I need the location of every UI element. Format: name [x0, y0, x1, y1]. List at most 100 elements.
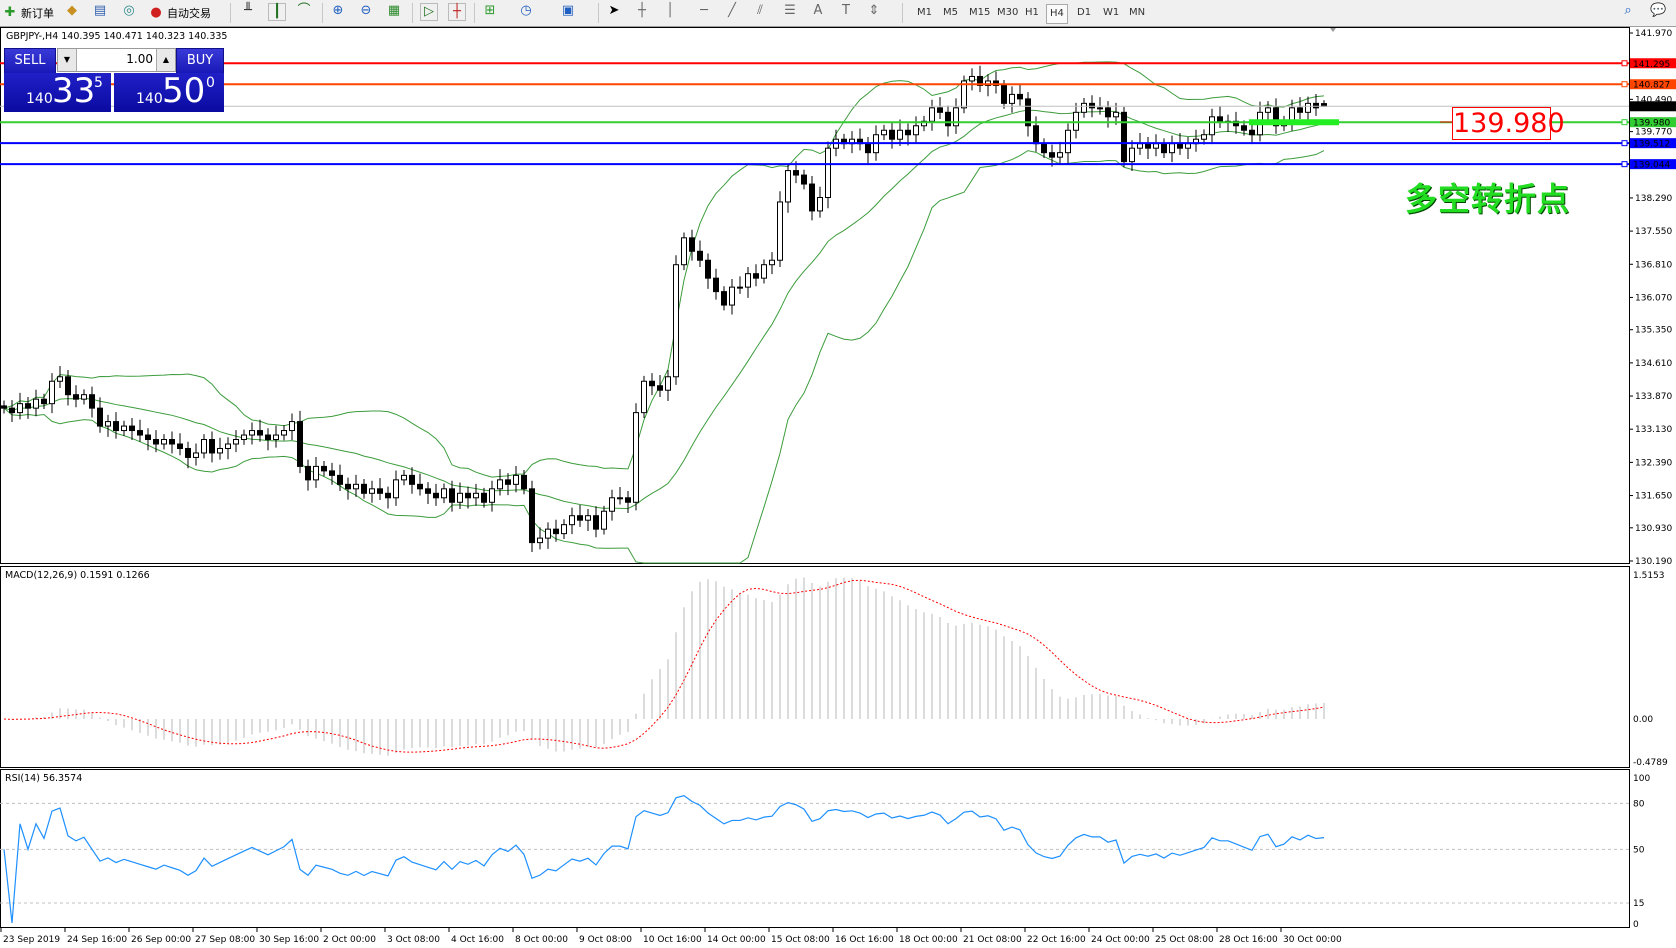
horizontal-line-icon[interactable]: ─ [700, 3, 708, 18]
sell-price[interactable]: 140 33 5 [4, 71, 111, 112]
terminal-icon[interactable]: ▤ [93, 3, 107, 18]
candle [601, 510, 607, 530]
vertical-line-icon[interactable]: │ [666, 3, 674, 18]
time-tick-label: 3 Oct 08:00 [387, 935, 440, 945]
candle [497, 479, 503, 490]
candle [625, 497, 631, 503]
candle [273, 434, 279, 441]
candle [97, 407, 103, 427]
trendline-icon[interactable]: ╱ [728, 3, 736, 18]
candle [777, 201, 783, 261]
price-tick-label: 131.650 [1635, 492, 1672, 502]
candle [153, 439, 159, 445]
price-tick-label: 133.870 [1635, 392, 1672, 402]
buy-price[interactable]: 140 50 0 [114, 71, 224, 112]
candle [945, 111, 951, 127]
candle [297, 421, 303, 467]
time-tick-label: 18 Oct 00:00 [899, 935, 958, 945]
candle [33, 398, 39, 409]
equidistant-channel-icon[interactable]: ⫽ [757, 3, 763, 18]
candle [1041, 143, 1047, 154]
candle [209, 439, 215, 454]
lot-increase-button[interactable]: ▲ [156, 49, 175, 71]
lot-input[interactable]: 1.00 [126, 52, 153, 66]
candle [529, 488, 535, 544]
candle [993, 80, 999, 86]
timeframe-h4[interactable]: H4 [1046, 4, 1068, 24]
candle [737, 286, 743, 289]
candle [9, 407, 15, 414]
line-chart-icon[interactable]: ⌒ [297, 3, 311, 18]
candlestick-chart-icon[interactable]: ┃ [268, 3, 286, 21]
chat-icon[interactable]: 💬 [1650, 3, 1667, 18]
fibonacci-icon[interactable]: ☰ [784, 3, 796, 18]
templates-icon[interactable]: ▣ [561, 3, 575, 18]
crosshair-icon[interactable]: ┼ [638, 3, 646, 18]
macd-axis-label: -0.4789 [1633, 758, 1668, 768]
zoom-in-icon[interactable]: ⊕ [332, 3, 344, 18]
search-icon[interactable]: ⌕ [1624, 3, 1632, 18]
auto-trading-button[interactable]: ● 自动交易 [148, 3, 211, 23]
candle [145, 434, 151, 441]
timeframe-m30[interactable]: M30 [997, 7, 1019, 18]
text-icon[interactable]: A [813, 3, 823, 18]
buy-price-pip: 0 [206, 75, 215, 91]
macd-signal-line [3, 579, 1325, 753]
bar-chart-icon[interactable]: ╨ [244, 3, 252, 18]
lot-stepper[interactable]: ▼ 1.00 ▲ [57, 48, 176, 72]
candle [1033, 125, 1039, 145]
candle [441, 488, 447, 499]
timeframe-m15[interactable]: M15 [969, 7, 991, 18]
timeframe-d1[interactable]: D1 [1077, 7, 1092, 18]
candle [321, 465, 327, 472]
pivot-annotation-text[interactable]: 多空转折点 [1405, 180, 1571, 218]
indicators-icon[interactable]: ⊞ [484, 3, 496, 18]
candle [1153, 143, 1159, 149]
candle [1209, 116, 1215, 136]
price-tick-label: 134.610 [1635, 359, 1672, 369]
auto-scroll-icon[interactable]: ▷ [420, 3, 438, 21]
line-price-label: 140.827 [1633, 81, 1670, 91]
timeframe-h1[interactable]: H1 [1025, 7, 1039, 18]
periods-icon[interactable]: ◷ [520, 3, 532, 18]
candle [1065, 129, 1071, 154]
tile-windows-icon[interactable]: ▦ [387, 3, 401, 18]
candle [337, 474, 343, 485]
metaeditor-icon[interactable]: ◆ [67, 3, 77, 18]
candle [809, 183, 815, 212]
signals-icon[interactable]: ◎ [123, 3, 135, 18]
candle [801, 174, 807, 185]
timeframe-w1[interactable]: W1 [1103, 7, 1120, 18]
candle [1201, 134, 1207, 140]
candle [753, 273, 759, 279]
candle [465, 492, 471, 499]
cursor-icon[interactable]: ➤ [608, 3, 620, 18]
chart-header: GBPJPY-,H4 140.395 140.471 140.323 140.3… [6, 31, 228, 42]
price-annotation-box[interactable]: 139.980 [1452, 107, 1565, 140]
candle [89, 394, 95, 409]
timeframe-m1[interactable]: M1 [917, 7, 932, 18]
timeframe-mn[interactable]: MN [1129, 7, 1146, 18]
lot-decrease-button[interactable]: ▼ [58, 49, 77, 71]
text-label-icon[interactable]: T [842, 3, 850, 18]
time-tick-label: 14 Oct 00:00 [707, 935, 766, 945]
line-price-label: 139.980 [1633, 119, 1670, 129]
time-tick-label: 27 Sep 08:00 [195, 935, 255, 945]
timeframe-m5[interactable]: M5 [943, 7, 958, 18]
candle [57, 376, 63, 382]
zoom-out-icon[interactable]: ⊖ [360, 3, 372, 18]
chart-shift-icon[interactable]: ┼ [448, 3, 466, 21]
candle [553, 528, 559, 535]
candle [673, 264, 679, 378]
candle [425, 488, 431, 494]
candle [345, 483, 351, 490]
candle [705, 259, 711, 279]
sell-button[interactable]: SELL [4, 48, 56, 74]
arrows-icon[interactable]: ⇕ [868, 3, 880, 18]
candle [1097, 107, 1103, 110]
time-tick-label: 4 Oct 16:00 [451, 935, 504, 945]
time-tick-label: 9 Oct 08:00 [579, 935, 632, 945]
new-order-button[interactable]: ✚ 新订单 [2, 3, 54, 23]
line-price-label: 141.295 [1633, 60, 1670, 70]
